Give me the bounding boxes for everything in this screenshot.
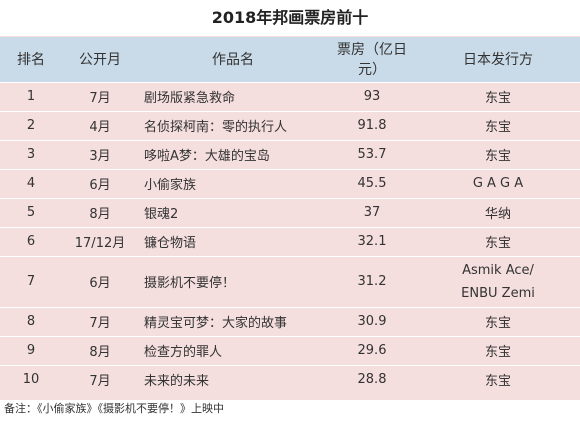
table-row: 9 8月 检查方的罪人 29.6 东宝: [0, 336, 580, 365]
box-office-cell: 45.5: [357, 176, 387, 191]
box-office-cell: 29.6: [357, 343, 387, 358]
distributor-cell: 东宝: [484, 120, 511, 135]
table-title: 2018年邦画票房前十: [0, 0, 580, 36]
month-cell: 4月: [89, 120, 111, 135]
distributor-cell: 华纳: [484, 207, 511, 222]
film-cell: 未来的未来: [144, 374, 210, 390]
header-row: 排名 公开月 作品名 票房（亿日元） 日本发行方: [0, 37, 580, 82]
table-row: 3 3月 哆啦A梦：大雄的宝岛 53.7 东宝: [0, 140, 580, 169]
film-cell: 摄影机不要停！: [144, 276, 236, 291]
header-film: 作品名: [212, 52, 254, 69]
box-office-cell: 28.8: [357, 372, 387, 388]
distributor-line: ENBU Zemi: [461, 285, 535, 301]
footnote: 备注：《小偷家族》《摄影机不要停！》上映中: [0, 400, 580, 430]
month-cell: 7月: [89, 374, 111, 390]
box-office-cell: 53.7: [357, 147, 387, 162]
film-cell: 精灵宝可梦：大家的故事: [144, 316, 288, 331]
distributor-cell: Asmik Ace/ ENBU Zemi: [416, 256, 580, 307]
film-cell: 银魂2: [144, 207, 179, 222]
table-row: 10 7月 未来的未来 28.8 东宝: [0, 365, 580, 394]
film-cell: 剧场版紧急救命: [144, 91, 236, 106]
month-cell: 8月: [89, 207, 111, 222]
month-cell: 7月: [89, 316, 111, 331]
rank-cell: 8: [26, 314, 36, 329]
month-cell: 17/12月: [74, 236, 126, 251]
distributor-cell: 东宝: [484, 316, 511, 331]
film-cell: 检查方的罪人: [144, 345, 223, 360]
rank-cell: 10: [22, 372, 40, 388]
rank-cell: 9: [26, 343, 36, 358]
distributor-line: Asmik Ace/: [462, 262, 534, 278]
header-box-office: 票房（亿日元）: [337, 42, 407, 79]
rank-cell: 2: [26, 118, 36, 133]
box-office-cell: 93: [363, 89, 381, 104]
header-rank: 排名: [17, 52, 45, 69]
table-row: 5 8月 银魂2 37 华纳: [0, 198, 580, 227]
rank-cell: 5: [26, 205, 36, 220]
distributor-cell: 东宝: [484, 149, 511, 164]
rank-cell: 7: [26, 274, 36, 289]
header-distributor: 日本发行方: [463, 52, 533, 69]
month-cell: 3月: [89, 149, 111, 164]
month-cell: 8月: [89, 345, 111, 360]
box-office-cell: 31.2: [357, 274, 387, 289]
header-month: 公开月: [79, 52, 121, 69]
distributor-cell: 东宝: [484, 345, 511, 360]
table-row: 6 17/12月 镰仓物语 32.1 东宝: [0, 227, 580, 256]
film-cell: 哆啦A梦：大雄的宝岛: [144, 149, 270, 164]
month-cell: 6月: [89, 178, 111, 193]
box-office-cell: 32.1: [357, 234, 387, 249]
film-cell: 小偷家族: [144, 178, 197, 193]
month-cell: 6月: [89, 276, 111, 291]
table-row: 2 4月 名侦探柯南：零的执行人 91.8 东宝: [0, 111, 580, 140]
film-cell: 名侦探柯南：零的执行人: [144, 120, 288, 135]
rank-cell: 4: [26, 176, 36, 191]
distributor-cell: 东宝: [484, 236, 511, 251]
distributor-cell: 东宝: [484, 91, 511, 106]
box-office-cell: 91.8: [357, 118, 387, 133]
month-cell: 7月: [89, 91, 111, 106]
rank-cell: 3: [26, 147, 36, 162]
box-office-cell: 30.9: [357, 314, 387, 329]
table-row: 1 7月 剧场版紧急救命 93 东宝: [0, 82, 580, 111]
rank-cell: 1: [26, 89, 36, 104]
box-office-table: 排名 公开月 作品名 票房（亿日元） 日本发行方 1 7月 剧场版紧急救命 93…: [0, 37, 580, 394]
film-cell: 镰仓物语: [144, 236, 197, 251]
rank-cell: 6: [26, 234, 36, 249]
table-row: 8 7月 精灵宝可梦：大家的故事 30.9 东宝: [0, 307, 580, 336]
distributor-cell: 东宝: [484, 374, 511, 390]
table-row: 7 6月 摄影机不要停！ 31.2 Asmik Ace/ ENBU Zemi: [0, 256, 580, 307]
box-office-cell: 37: [363, 205, 381, 220]
distributor-cell: G A G A: [472, 176, 524, 191]
table-row: 4 6月 小偷家族 45.5 G A G A: [0, 169, 580, 198]
